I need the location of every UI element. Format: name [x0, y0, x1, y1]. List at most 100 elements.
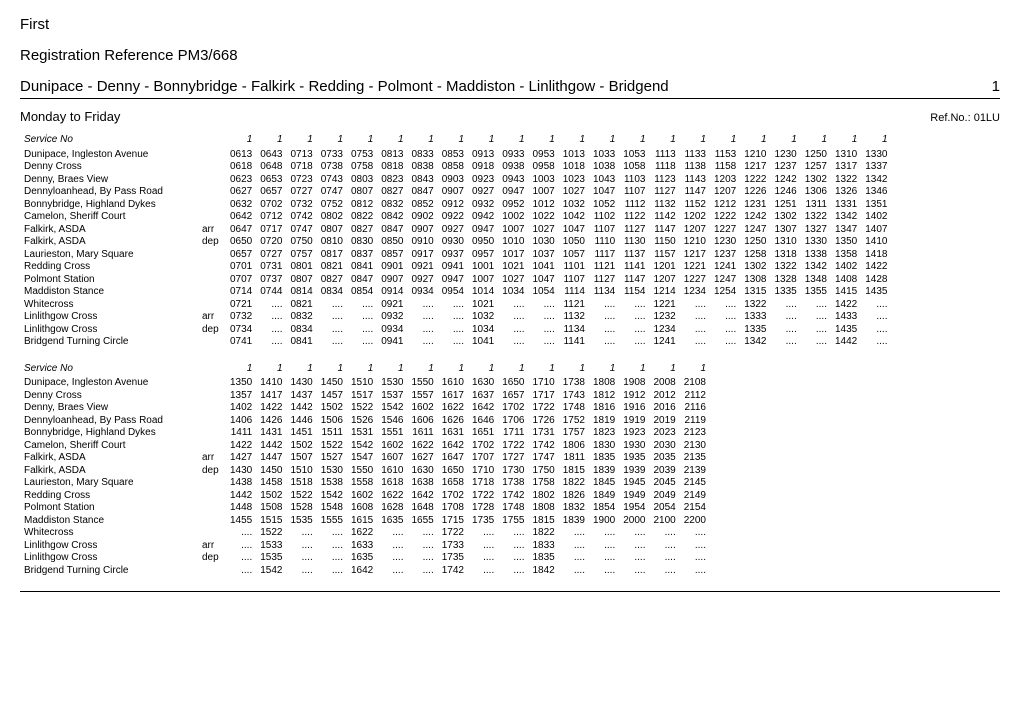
- service-no-cell: 1: [317, 363, 347, 378]
- time-cell: 1537: [377, 390, 407, 403]
- time-cell: ....: [317, 552, 347, 565]
- time-cell: 1310: [771, 236, 801, 249]
- time-cell: 1550: [408, 377, 438, 390]
- time-cell: 1816: [589, 402, 619, 415]
- time-cell: 1107: [559, 274, 589, 287]
- time-cell: 1502: [287, 440, 317, 453]
- time-cell: 2149: [680, 490, 710, 503]
- time-cell: 1052: [589, 199, 619, 212]
- time-cell: 1630: [468, 377, 498, 390]
- time-cell: 1811: [559, 452, 589, 465]
- time-cell: 1633: [347, 540, 377, 553]
- arr-dep-cell: dep: [202, 552, 226, 565]
- time-cell: 1748: [498, 502, 528, 515]
- time-cell: 1032: [468, 311, 498, 324]
- time-cell: 1317: [831, 161, 861, 174]
- time-cell: 0834: [287, 324, 317, 337]
- time-cell: 1221: [680, 261, 710, 274]
- service-no-label: Service No: [20, 134, 202, 149]
- time-cell: 1542: [347, 440, 377, 453]
- time-cell: 1446: [287, 415, 317, 428]
- time-cell: 1037: [529, 249, 559, 262]
- time-cell: 1307: [771, 224, 801, 237]
- time-cell: 1322: [801, 211, 831, 224]
- service-no-cell: 1: [589, 134, 619, 149]
- time-cell: 1742: [498, 490, 528, 503]
- time-cell: ....: [438, 336, 468, 349]
- arr-dep-cell: [202, 477, 226, 490]
- time-cell: 0838: [408, 161, 438, 174]
- time-cell: 1247: [740, 224, 770, 237]
- time-cell: 1153: [710, 149, 740, 162]
- time-cell: 1602: [347, 490, 377, 503]
- time-cell: ....: [861, 324, 891, 337]
- time-cell: 0947: [468, 224, 498, 237]
- time-cell: 1438: [226, 477, 256, 490]
- time-cell: 1023: [559, 174, 589, 187]
- time-cell: 0957: [468, 249, 498, 262]
- time-cell: 1808: [529, 502, 559, 515]
- time-cell: 1642: [438, 440, 468, 453]
- time-cell: 1835: [529, 552, 559, 565]
- time-cell: 1832: [559, 502, 589, 515]
- time-cell: ....: [619, 552, 649, 565]
- time-cell: 1515: [256, 515, 286, 528]
- time-cell: 1442: [831, 336, 861, 349]
- time-cell: ....: [317, 311, 347, 324]
- service-no-cell: 1: [801, 134, 831, 149]
- time-cell: 1054: [529, 286, 559, 299]
- time-cell: ....: [619, 336, 649, 349]
- stop-name: Linlithgow Cross: [20, 552, 202, 565]
- time-cell: 0807: [317, 224, 347, 237]
- stop-name: Denny Cross: [20, 161, 202, 174]
- time-cell: 1646: [468, 415, 498, 428]
- time-cell: 1310: [831, 149, 861, 162]
- time-cell: 1041: [468, 336, 498, 349]
- time-cell: 1132: [650, 199, 680, 212]
- time-cell: 1912: [619, 390, 649, 403]
- time-cell: 1607: [377, 452, 407, 465]
- time-cell: 1326: [831, 186, 861, 199]
- time-cell: 2035: [650, 452, 680, 465]
- time-cell: 1302: [740, 261, 770, 274]
- time-cell: 2200: [680, 515, 710, 528]
- time-cell: 1222: [740, 174, 770, 187]
- time-cell: 1410: [861, 236, 891, 249]
- time-cell: ....: [287, 540, 317, 553]
- time-cell: ....: [650, 540, 680, 553]
- time-cell: 1306: [801, 186, 831, 199]
- time-cell: ....: [710, 299, 740, 312]
- time-cell: ....: [377, 540, 407, 553]
- time-cell: ....: [589, 565, 619, 578]
- time-cell: 0657: [256, 186, 286, 199]
- time-cell: 1455: [226, 515, 256, 528]
- stop-name: Redding Cross: [20, 490, 202, 503]
- time-cell: 1308: [740, 274, 770, 287]
- time-cell: 0720: [256, 236, 286, 249]
- stop-name: Bridgend Turning Circle: [20, 336, 202, 349]
- time-cell: ....: [589, 311, 619, 324]
- time-cell: 1013: [559, 149, 589, 162]
- time-cell: 1531: [347, 427, 377, 440]
- arr-dep-cell: [202, 161, 226, 174]
- time-cell: 0921: [377, 299, 407, 312]
- time-cell: 0941: [377, 336, 407, 349]
- stop-name: Linlithgow Cross: [20, 540, 202, 553]
- time-cell: 1207: [650, 274, 680, 287]
- time-cell: 1602: [408, 402, 438, 415]
- time-cell: 1755: [498, 515, 528, 528]
- stop-name: Polmont Station: [20, 274, 202, 287]
- time-cell: ....: [680, 540, 710, 553]
- time-cell: ....: [589, 299, 619, 312]
- time-cell: 1635: [347, 552, 377, 565]
- time-cell: 1430: [226, 465, 256, 478]
- time-cell: ....: [559, 540, 589, 553]
- time-cell: 0947: [498, 186, 528, 199]
- time-cell: 1815: [559, 465, 589, 478]
- time-cell: 1822: [529, 527, 559, 540]
- time-cell: 2000: [619, 515, 649, 528]
- time-cell: ....: [619, 324, 649, 337]
- time-cell: 0832: [287, 311, 317, 324]
- time-cell: 1007: [468, 274, 498, 287]
- time-cell: 0841: [347, 261, 377, 274]
